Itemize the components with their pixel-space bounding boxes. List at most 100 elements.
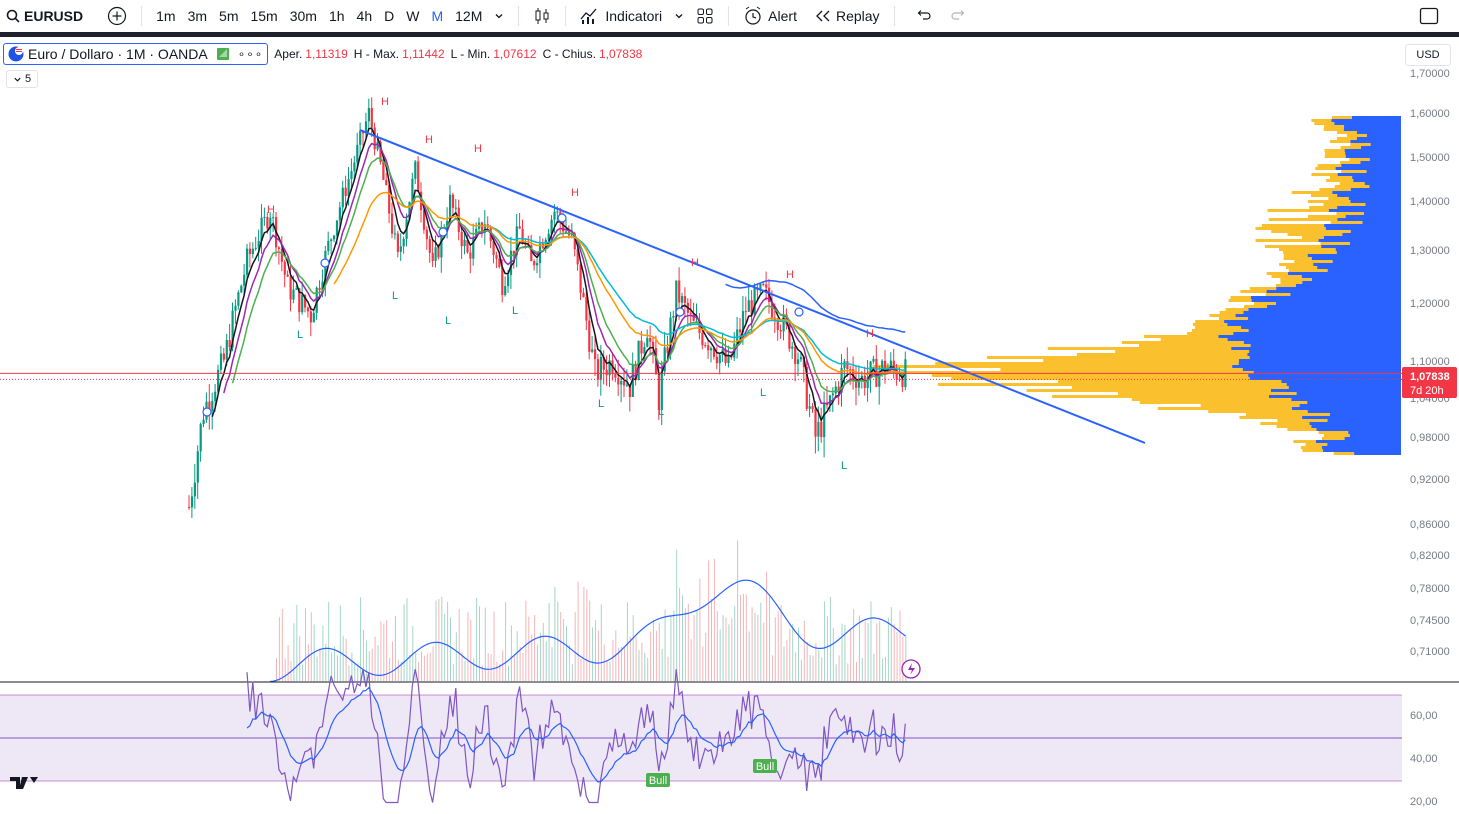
- indicators-button[interactable]: Indicatori: [574, 0, 668, 32]
- candle-body: [347, 179, 350, 197]
- indicators-collapse-toggle[interactable]: 5: [6, 70, 38, 88]
- volume-bar: [606, 661, 608, 681]
- volume-bar: [696, 609, 698, 681]
- volume-profile-up-bar: [1279, 248, 1336, 251]
- volume-profile-up-bar: [1302, 236, 1324, 239]
- volume-bar: [653, 619, 654, 681]
- volume-bar: [737, 540, 739, 681]
- volume-bar: [542, 622, 544, 681]
- timeframe-d[interactable]: D: [384, 8, 395, 24]
- volume-profile-up-bar: [1187, 332, 1234, 335]
- volume-profile-up-bar: [1121, 341, 1244, 344]
- timeframe-dropdown[interactable]: [488, 0, 510, 32]
- chart-type-button[interactable]: [527, 0, 557, 32]
- candle-body: [350, 171, 353, 180]
- candle-body: [341, 187, 344, 208]
- more-options-icon[interactable]: ∘∘∘: [237, 47, 264, 61]
- volume-bar: [902, 636, 904, 681]
- price-axis-label: 1,20000: [1410, 298, 1450, 310]
- candle-body: [382, 161, 385, 180]
- volume-bar: [693, 615, 695, 681]
- divider: [141, 6, 143, 26]
- chevron-down-icon: [674, 11, 684, 21]
- compare-button[interactable]: [101, 0, 133, 32]
- volume-profile-up-bar: [1218, 317, 1248, 320]
- volume-profile-up-bar: [1071, 386, 1289, 389]
- volume-profile-up-bar: [1139, 401, 1308, 404]
- price-chart[interactable]: H H H H H H H H L L L L L L L L Bull Bull 1,70000 1,60000…: [0, 37, 1459, 814]
- ema-black-line: [211, 127, 906, 423]
- timeframe-12m[interactable]: 12M: [455, 8, 483, 24]
- volume-profile-down-bar: [1350, 188, 1401, 191]
- volume-bar: [470, 619, 472, 681]
- layouts-button[interactable]: [690, 0, 720, 32]
- volume-bar: [719, 629, 721, 681]
- volume-bar: [632, 615, 634, 681]
- candle-body: [712, 348, 716, 357]
- volume-profile-down-bar: [1370, 143, 1401, 146]
- timeframe-3m[interactable]: 3m: [187, 8, 208, 24]
- candle-body: [277, 247, 281, 249]
- candle-body: [582, 292, 585, 298]
- timeframe-1h[interactable]: 1h: [328, 8, 345, 24]
- candle-body: [312, 312, 315, 323]
- symbol-search[interactable]: EURUSD: [0, 0, 89, 32]
- volume-profile-down-bar: [1307, 401, 1401, 404]
- volume-profile-up-bar: [1260, 422, 1310, 425]
- signal-circle-marker: [202, 407, 212, 417]
- currency-label: USD: [1416, 49, 1440, 61]
- volume-bar: [467, 612, 469, 681]
- candle-body: [199, 424, 202, 452]
- timeframe-m[interactable]: M: [431, 8, 444, 24]
- candle-body: [454, 207, 457, 209]
- fullscreen-button[interactable]: [1413, 0, 1445, 32]
- symbol-legend-box[interactable]: Euro / Dollaro · 1M · OANDA ∘∘∘: [3, 43, 269, 65]
- candle-body: [240, 285, 243, 293]
- timeframe-15m[interactable]: 15m: [250, 8, 278, 24]
- candle-body: [196, 451, 199, 483]
- current-price-badge: [1402, 367, 1457, 398]
- eu-us-flag-icon: [8, 46, 24, 62]
- timeframe-w[interactable]: W: [406, 8, 420, 24]
- symbol-title: Euro / Dollaro · 1M · OANDA: [28, 46, 208, 62]
- candle-body: [556, 211, 559, 213]
- volume-bar: [551, 647, 553, 681]
- undo-button[interactable]: [909, 0, 937, 32]
- replay-button[interactable]: Replay: [809, 0, 886, 32]
- volume-bar: [638, 650, 640, 681]
- timeframe-4h[interactable]: 4h: [356, 8, 373, 24]
- candle-body: [440, 229, 443, 258]
- volume-bar: [374, 636, 376, 681]
- alert-button[interactable]: Alert: [737, 0, 803, 32]
- volume-bar: [484, 607, 486, 681]
- volume-profile-up-bar: [1076, 353, 1248, 356]
- candle-body: [843, 361, 846, 368]
- volume-bar: [545, 641, 547, 681]
- candle-body: [193, 482, 196, 497]
- timeframe-1m[interactable]: 1m: [156, 8, 176, 24]
- currency-selector[interactable]: USD: [1405, 44, 1451, 66]
- candle-body: [301, 294, 304, 313]
- volume-profile-up-bar: [1279, 263, 1314, 266]
- candle-body: [892, 360, 895, 369]
- trend-line[interactable]: [359, 129, 1146, 444]
- volume-profile-down-bar: [1362, 221, 1401, 224]
- timeframe-5m[interactable]: 5m: [219, 8, 239, 24]
- candle-body: [411, 178, 414, 202]
- candle-body: [681, 296, 684, 303]
- volume-bar: [618, 647, 620, 681]
- candle-body: [591, 349, 594, 352]
- volume-profile-up-bar: [1311, 119, 1332, 122]
- volume-profile-down-bar: [1247, 353, 1401, 356]
- volume-bar: [461, 652, 463, 681]
- timeframe-30m[interactable]: 30m: [289, 8, 317, 24]
- volume-profile-up-bar: [1321, 437, 1345, 440]
- ema-blue-line: [725, 279, 906, 333]
- volume-profile-down-bar: [1268, 395, 1401, 398]
- indicators-dropdown[interactable]: [668, 0, 690, 32]
- candle-body: [298, 288, 301, 313]
- candle-body: [550, 219, 553, 234]
- redo-button[interactable]: [945, 0, 973, 32]
- volume-profile-down-bar: [1327, 443, 1401, 446]
- candle-body: [399, 246, 402, 252]
